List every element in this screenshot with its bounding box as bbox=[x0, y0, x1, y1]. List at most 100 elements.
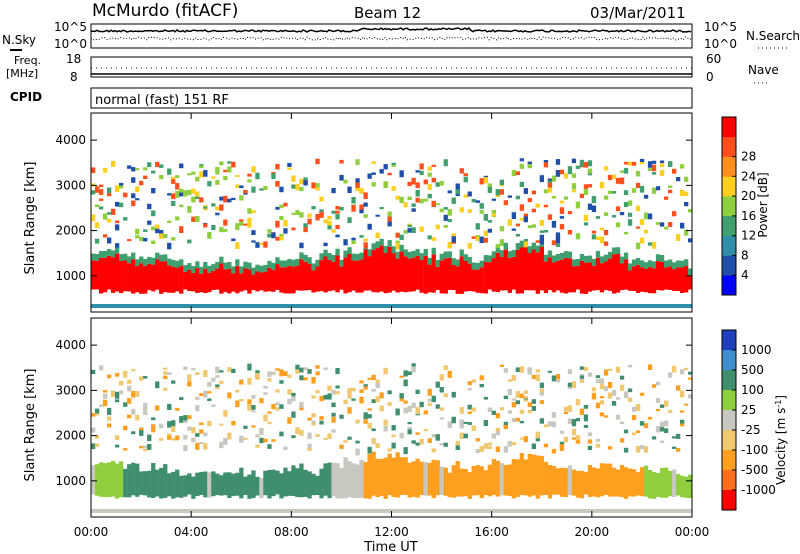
heatmap-cell bbox=[263, 271, 268, 292]
heatmap-cell bbox=[107, 407, 112, 415]
x-tick-label: 20:00 bbox=[575, 525, 610, 539]
heatmap-cell bbox=[503, 421, 508, 427]
heatmap-cell bbox=[123, 304, 128, 308]
heatmap-cell bbox=[183, 434, 188, 440]
heatmap-cell bbox=[547, 370, 553, 373]
heatmap-cell bbox=[627, 468, 633, 497]
heatmap-cell bbox=[295, 183, 300, 191]
heatmap-cell bbox=[315, 371, 320, 376]
heatmap-cell bbox=[551, 220, 557, 228]
heatmap-cell bbox=[443, 467, 448, 496]
heatmap-cell bbox=[531, 208, 536, 213]
heatmap-cell bbox=[411, 440, 416, 444]
heatmap-cell bbox=[287, 417, 292, 424]
heatmap-cell bbox=[107, 509, 112, 513]
heatmap-cell bbox=[339, 159, 344, 164]
heatmap-cell bbox=[575, 440, 581, 444]
heatmap-cell bbox=[431, 247, 436, 255]
heatmap-cell bbox=[339, 444, 344, 449]
heatmap-cell bbox=[415, 432, 420, 435]
heatmap-cell bbox=[571, 381, 577, 389]
heatmap-cell bbox=[379, 458, 384, 496]
heatmap-cell bbox=[439, 304, 444, 308]
nsky-panel-frame bbox=[90, 23, 693, 49]
heatmap-cell bbox=[303, 509, 308, 513]
heatmap-cell bbox=[203, 443, 208, 450]
heatmap-cell bbox=[647, 168, 653, 171]
heatmap-cell bbox=[115, 435, 120, 440]
heatmap-cell bbox=[680, 410, 685, 413]
heatmap-cell bbox=[95, 204, 100, 208]
heatmap-cell bbox=[499, 189, 504, 195]
heatmap-cell bbox=[179, 226, 184, 233]
heatmap-cell bbox=[187, 173, 192, 176]
heatmap-cell bbox=[519, 437, 524, 440]
heatmap-cell bbox=[155, 227, 160, 234]
heatmap-cell bbox=[487, 220, 492, 223]
heatmap-cell bbox=[247, 269, 252, 294]
heatmap-cell bbox=[299, 509, 304, 513]
heatmap-cell bbox=[615, 206, 621, 212]
heatmap-cell bbox=[95, 253, 100, 261]
cpid-panel-frame bbox=[90, 87, 693, 109]
heatmap-cell bbox=[255, 242, 260, 248]
heatmap-cell bbox=[219, 227, 224, 233]
heatmap-cell bbox=[251, 166, 256, 173]
heatmap-cell bbox=[575, 165, 581, 169]
heatmap-cell bbox=[115, 463, 120, 499]
heatmap-cell bbox=[395, 195, 400, 200]
heatmap-cell bbox=[435, 182, 440, 187]
heatmap-cell bbox=[387, 211, 392, 217]
heatmap-cell bbox=[527, 453, 532, 497]
heatmap-cell bbox=[475, 269, 480, 293]
heatmap-cell bbox=[399, 457, 404, 496]
heatmap-cell bbox=[359, 252, 364, 260]
heatmap-cell bbox=[619, 256, 625, 264]
heatmap-cell bbox=[403, 230, 408, 234]
heatmap-cell bbox=[115, 224, 120, 231]
heatmap-cell bbox=[211, 304, 216, 308]
heatmap-cell bbox=[651, 436, 657, 440]
colorbar-segment bbox=[722, 410, 736, 431]
heatmap-cell bbox=[179, 163, 184, 169]
heatmap-cell bbox=[155, 509, 160, 513]
heatmap-cell bbox=[603, 463, 609, 495]
heatmap-cell bbox=[323, 256, 328, 293]
heatmap-cell bbox=[99, 257, 104, 294]
heatmap-cell bbox=[547, 250, 553, 258]
heatmap-cell bbox=[503, 304, 508, 308]
heatmap-cell bbox=[95, 443, 100, 447]
heatmap-cell bbox=[399, 196, 404, 204]
heatmap-cell bbox=[511, 256, 516, 290]
heatmap-cell bbox=[587, 372, 593, 377]
heatmap-cell bbox=[676, 260, 681, 268]
heatmap-cell bbox=[503, 200, 508, 206]
heatmap-cell bbox=[335, 206, 340, 210]
heatmap-cell bbox=[555, 304, 561, 308]
heatmap-cell bbox=[279, 304, 284, 308]
heatmap-cell bbox=[399, 234, 404, 241]
heatmap-cell bbox=[543, 160, 549, 163]
heatmap-cell bbox=[664, 267, 669, 290]
heatmap-cell bbox=[91, 413, 96, 417]
heatmap-cell bbox=[435, 509, 440, 513]
heatmap-cell bbox=[523, 241, 528, 248]
heatmap-cell bbox=[251, 210, 256, 214]
heatmap-cell bbox=[559, 304, 565, 308]
heatmap-cell bbox=[387, 220, 392, 227]
heatmap-cell bbox=[479, 267, 484, 294]
heatmap-cell bbox=[684, 259, 689, 266]
heatmap-cell bbox=[463, 469, 468, 497]
heatmap-cell bbox=[379, 304, 384, 308]
date-title: 03/Mar/2011 bbox=[590, 4, 686, 22]
heatmap-cell bbox=[163, 367, 168, 370]
heatmap-cell bbox=[179, 397, 184, 401]
heatmap-cell bbox=[567, 382, 573, 387]
heatmap-cell bbox=[511, 228, 516, 231]
heatmap-cell bbox=[119, 461, 124, 498]
heatmap-cell bbox=[331, 210, 336, 214]
heatmap-cell bbox=[619, 304, 625, 308]
heatmap-cell bbox=[419, 170, 424, 176]
heatmap-cell bbox=[299, 242, 304, 249]
heatmap-cell bbox=[111, 250, 116, 258]
